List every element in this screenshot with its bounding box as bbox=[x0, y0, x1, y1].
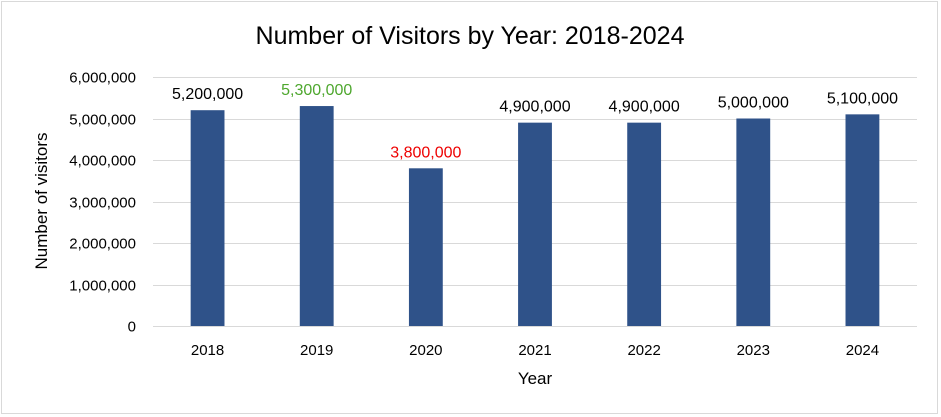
x-tick-label: 2018 bbox=[191, 342, 224, 359]
y-tick-label: 6,000,000 bbox=[69, 70, 136, 87]
y-tick-label: 5,000,000 bbox=[69, 112, 136, 129]
x-tick-label: 2019 bbox=[300, 342, 333, 359]
bar-2021 bbox=[518, 122, 552, 327]
x-tick-label: 2024 bbox=[846, 342, 879, 359]
data-label-2024: 5,100,000 bbox=[827, 90, 898, 107]
data-label-2022: 4,900,000 bbox=[609, 99, 680, 116]
data-labels: 5,200,000 5,300,000 3,800,000 4,900,000 4,90… bbox=[172, 82, 898, 161]
x-tick-label: 2021 bbox=[518, 342, 551, 359]
bars bbox=[190, 106, 880, 327]
data-label-2019: 5,300,000 bbox=[281, 82, 352, 99]
y-axis-ticks: 0 1,000,000 2,000,000 3,000,000 4,000,000 5,0… bbox=[69, 70, 136, 336]
bar-2019 bbox=[299, 106, 334, 326]
data-label-2020: 3,800,000 bbox=[390, 144, 461, 161]
bar-2024 bbox=[845, 114, 880, 326]
data-label-2021: 4,900,000 bbox=[499, 99, 570, 116]
y-tick-label: 4,000,000 bbox=[69, 153, 136, 170]
y-tick-label: 0 bbox=[128, 319, 136, 336]
x-axis-ticks: 2018 2019 2020 2021 2022 2023 2024 bbox=[191, 342, 879, 359]
bar-2022 bbox=[627, 122, 662, 327]
bar-2020 bbox=[408, 168, 443, 326]
bar-2018 bbox=[190, 110, 225, 326]
x-tick-label: 2023 bbox=[737, 342, 770, 359]
x-axis-title: Year bbox=[518, 369, 553, 388]
y-tick-label: 1,000,000 bbox=[69, 278, 136, 295]
chart-title: Number of Visitors by Year: 2018-2024 bbox=[256, 22, 685, 50]
data-label-2018: 5,200,000 bbox=[172, 86, 243, 103]
y-tick-label: 2,000,000 bbox=[69, 236, 136, 253]
bar-2023 bbox=[736, 118, 771, 326]
y-tick-label: 3,000,000 bbox=[69, 195, 136, 212]
x-tick-label: 2020 bbox=[409, 342, 442, 359]
x-tick-label: 2022 bbox=[627, 342, 660, 359]
data-label-2023: 5,000,000 bbox=[718, 95, 789, 112]
y-axis-title: Number of visitors bbox=[32, 133, 51, 270]
